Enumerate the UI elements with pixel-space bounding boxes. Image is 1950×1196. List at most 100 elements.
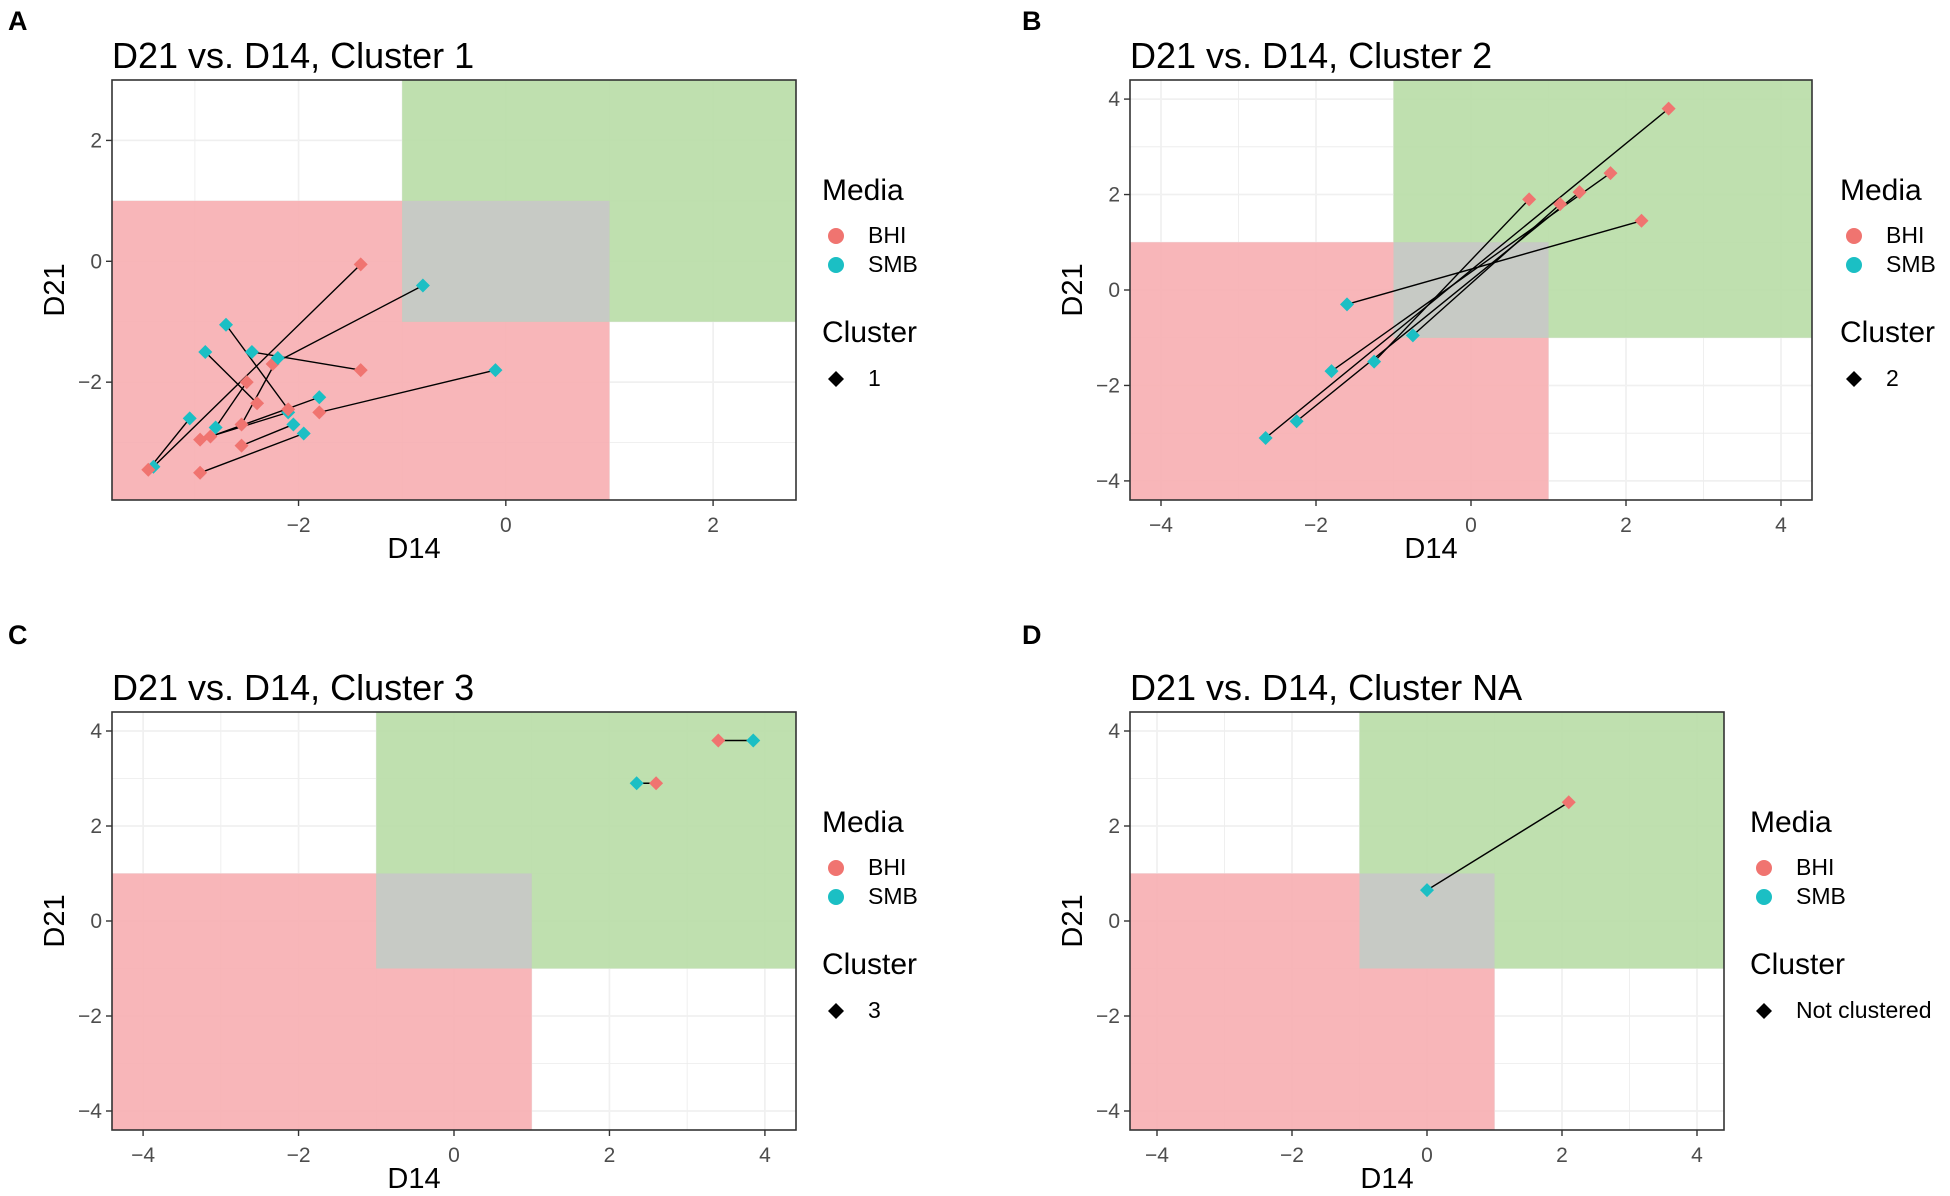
legend-item-smb: SMB (868, 883, 918, 909)
point-bhi (353, 257, 368, 272)
point-smb (296, 426, 311, 441)
point-bhi (234, 438, 249, 453)
legend: Media BHI SMB Cluster 2 (1840, 174, 1936, 391)
points (141, 257, 503, 480)
point-smb (286, 417, 301, 432)
pair-line (241, 423, 294, 447)
y-tick-label: 0 (1108, 279, 1120, 302)
legend-cluster-diamond-icon (1846, 371, 1862, 387)
pair-line (210, 396, 320, 438)
pair-line (225, 324, 289, 410)
x-tick-label: 4 (759, 1144, 771, 1167)
pair-line (204, 351, 258, 404)
point-smb (208, 420, 223, 435)
legend-cluster-diamond-icon (1756, 1003, 1772, 1019)
pair-line (272, 284, 424, 365)
y-tick-label: −2 (1096, 1005, 1120, 1028)
points (629, 733, 761, 791)
plot-border (111, 79, 797, 501)
x-tick-label: 4 (1775, 514, 1787, 537)
x-tick-label: −2 (1304, 514, 1328, 537)
legend-swatch-bhi (828, 860, 844, 876)
legend-cluster-value: 1 (868, 365, 881, 391)
x-tick-label: −4 (131, 1144, 155, 1167)
point-bhi (239, 375, 254, 390)
y-axis-label: D21 (1057, 894, 1089, 947)
y-axis-label: D21 (39, 263, 71, 316)
y-axis-label: D21 (1057, 263, 1089, 316)
zone-gray (402, 200, 610, 322)
legend-item-bhi: BHI (1886, 222, 1924, 248)
legend-swatch-bhi (828, 228, 844, 244)
points (1258, 101, 1676, 445)
panel-label: B (1022, 6, 1042, 36)
y-tick-label: −4 (1096, 470, 1120, 493)
point-smb (746, 733, 761, 748)
x-tick-label: 0 (500, 514, 512, 537)
point-bhi (1572, 185, 1587, 200)
y-tick-label: −2 (78, 1005, 102, 1028)
zone-gray (376, 873, 532, 969)
legend-media-title: Media (1750, 806, 1832, 839)
point-smb (270, 350, 285, 365)
legend-cluster-title: Cluster (1750, 948, 1845, 981)
pair-line (1265, 108, 1670, 439)
axes: −4 −2 0 2 4 −4 −2 0 2 4 (1096, 720, 1703, 1167)
x-tick-label: 0 (1465, 514, 1477, 537)
x-tick-label: −4 (1145, 1144, 1169, 1167)
x-axis-label: D14 (1360, 1163, 1413, 1195)
legend-cluster-title: Cluster (822, 316, 917, 349)
panel-label: D (1022, 620, 1042, 650)
legend-item-bhi: BHI (1796, 854, 1834, 880)
x-tick-label: −2 (1280, 1144, 1304, 1167)
pair-line (215, 381, 248, 428)
pair-line (1296, 191, 1580, 422)
axes: −4 −2 0 2 4 −4 −2 0 2 4 (78, 720, 771, 1167)
chart-title: D21 vs. D14, Cluster 2 (1130, 35, 1492, 76)
point-smb (244, 344, 259, 359)
point-bhi (1661, 101, 1676, 116)
point-bhi (193, 432, 208, 447)
point-smb (488, 363, 503, 378)
point-bhi (1522, 192, 1537, 207)
pair-line (152, 263, 362, 468)
legend-media-title: Media (822, 174, 904, 207)
x-tick-label: −2 (287, 1144, 311, 1167)
legend-cluster-value: 3 (868, 997, 881, 1023)
legend-item-smb: SMB (868, 251, 918, 277)
legend-item-bhi: BHI (868, 222, 906, 248)
legend-cluster-title: Cluster (1840, 316, 1935, 349)
point-smb (1367, 354, 1382, 369)
legend-cluster-value: 2 (1886, 365, 1899, 391)
legend-cluster-diamond-icon (828, 371, 844, 387)
legend-cluster-diamond-icon (828, 1003, 844, 1019)
pair-line (319, 369, 496, 414)
point-smb (1289, 414, 1304, 429)
legend-item-smb: SMB (1796, 883, 1846, 909)
pair-line (1373, 198, 1530, 363)
x-tick-label: 0 (1421, 1144, 1433, 1167)
point-smb (219, 317, 233, 332)
legend-swatch-bhi (1756, 860, 1772, 876)
y-tick-label: 2 (90, 129, 102, 152)
y-tick-label: −4 (1096, 1100, 1120, 1123)
point-bhi (281, 402, 296, 417)
y-tick-label: 2 (90, 815, 102, 838)
point-smb (1420, 883, 1434, 898)
point-bhi (649, 776, 664, 791)
x-axis-label: D14 (1404, 533, 1457, 565)
legend-cluster-title: Cluster (822, 948, 917, 981)
point-bhi (141, 462, 156, 477)
x-tick-label: 0 (448, 1144, 460, 1167)
y-tick-label: 4 (1108, 88, 1120, 111)
axes: −2 0 2 −2 0 2 (78, 129, 719, 537)
panel-a: A D21 vs. D14, Cluster 1 −2 0 2 −2 0 2 D14 D21 Med… (8, 6, 918, 565)
point-bhi (1553, 197, 1568, 212)
x-tick-label: 4 (1691, 1144, 1703, 1167)
legend-swatch-smb (1756, 889, 1772, 905)
point-bhi (250, 396, 265, 411)
panel-c: C D21 vs. D14, Cluster 3 −4 −2 0 2 4 −4 −2 0 2 4 D14… (8, 620, 918, 1195)
pair-line (199, 432, 304, 474)
y-tick-label: 4 (1108, 720, 1120, 743)
point-smb (1258, 430, 1273, 445)
